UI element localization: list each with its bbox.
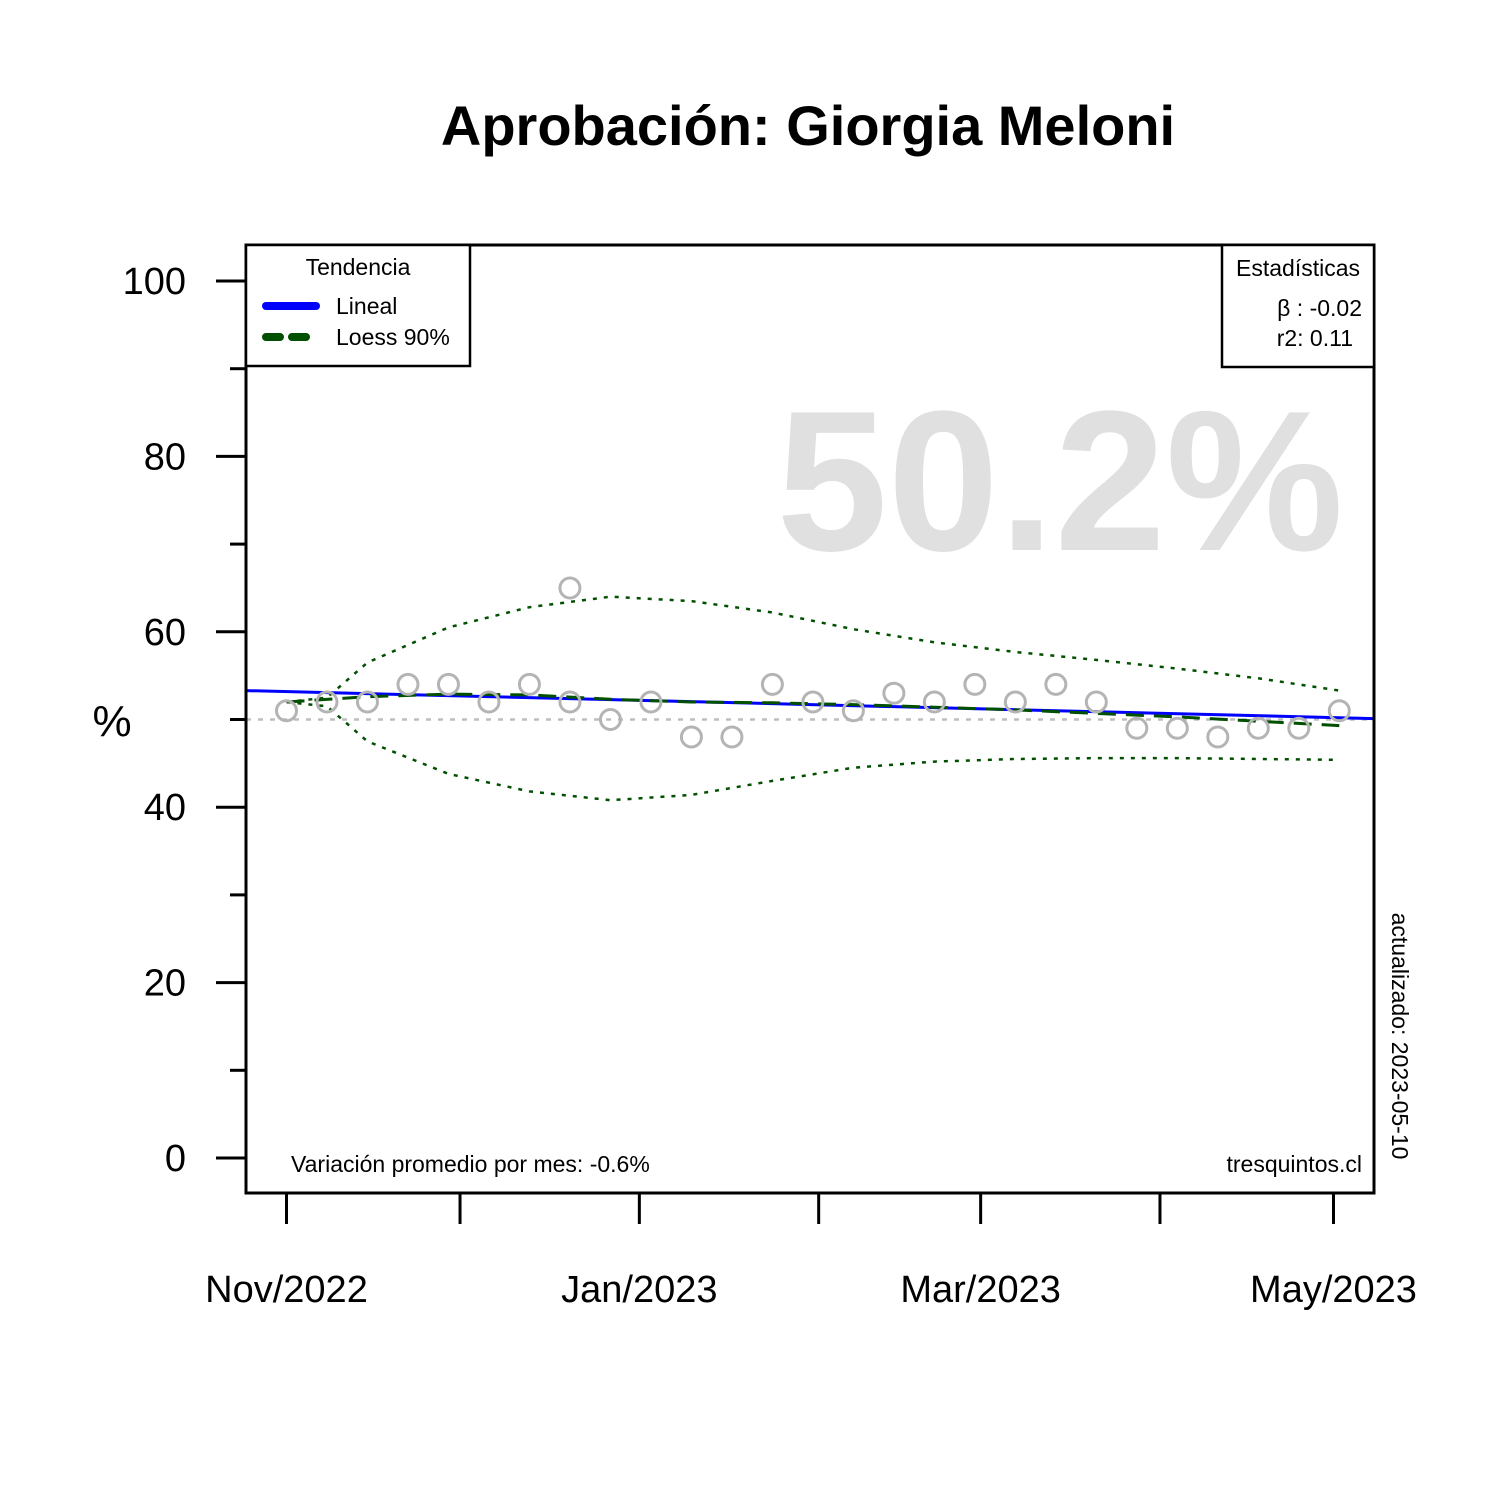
legend-title: Tendencia <box>306 254 411 280</box>
data-point-19 <box>1003 690 1027 714</box>
stats-beta: β : -0.02 <box>1277 295 1362 321</box>
y-tick-label-60: 60 <box>144 612 186 654</box>
points-layer <box>274 576 1351 749</box>
y-tick-label-80: 80 <box>144 436 186 478</box>
loess-band-layer <box>286 595 1340 802</box>
data-point-9 <box>598 708 622 731</box>
x-axis: Nov/2022 Jan/2023 Mar/2023 May/2023 <box>205 1193 1417 1311</box>
data-point-17 <box>922 690 946 714</box>
legend-label-loess: Loess 90% <box>336 324 450 350</box>
footer-variation: Variación promedio por mes: -0.6% <box>291 1151 650 1177</box>
data-point-4 <box>436 672 460 696</box>
y-tick-label-0: 0 <box>165 1138 186 1180</box>
data-point-0 <box>274 699 298 723</box>
y-tick-label-40: 40 <box>144 787 186 829</box>
data-point-20 <box>1044 672 1068 696</box>
loess-line <box>286 692 1340 728</box>
data-point-18 <box>963 672 987 696</box>
y-tick-label-20: 20 <box>144 963 186 1005</box>
x-tick-label-2: Mar/2023 <box>900 1269 1061 1311</box>
data-point-12 <box>720 725 744 749</box>
data-point-25 <box>1246 716 1270 740</box>
updated-label: actualizado: 2023-05-10 <box>1387 913 1413 1160</box>
stats-title: Estadísticas <box>1236 255 1360 281</box>
data-point-11 <box>679 725 703 749</box>
footer-source: tresquintos.cl <box>1226 1151 1362 1177</box>
x-tick-label-3: May/2023 <box>1250 1269 1417 1311</box>
data-point-13 <box>760 672 784 696</box>
stats-box-frame <box>1220 243 1376 369</box>
data-point-22 <box>1125 716 1149 740</box>
data-point-3 <box>396 672 420 696</box>
data-point-27 <box>1327 699 1351 723</box>
y-tick-label-100: 100 <box>123 261 186 303</box>
legend-label-lineal: Lineal <box>336 293 397 319</box>
x-tick-label-0: Nov/2022 <box>205 1269 368 1311</box>
y-axis: 0 20 40 60 80 100 <box>123 261 246 1180</box>
y-axis-label: % <box>92 697 131 746</box>
trend-layer <box>245 689 1375 728</box>
big-value: 50.2% <box>776 370 1343 593</box>
data-point-21 <box>1084 690 1108 714</box>
loess-lower-band <box>286 700 1340 802</box>
legend: Tendencia Lineal Loess 90% <box>244 243 472 368</box>
data-point-16 <box>882 681 906 705</box>
data-point-7 <box>558 576 582 600</box>
data-point-24 <box>1206 725 1230 749</box>
data-point-8 <box>558 690 582 714</box>
chart-title: Aprobación: Giorgia Meloni <box>441 94 1175 157</box>
data-point-26 <box>1287 716 1311 740</box>
data-point-14 <box>801 690 825 714</box>
stats-r2: r2: 0.11 <box>1277 325 1353 351</box>
data-point-6 <box>517 672 541 696</box>
data-point-23 <box>1165 716 1189 740</box>
loess-upper-band <box>286 595 1340 704</box>
data-point-2 <box>355 690 379 714</box>
data-point-1 <box>315 690 339 714</box>
data-point-15 <box>841 699 865 723</box>
data-point-5 <box>477 690 501 714</box>
stats-box: Estadísticas β : -0.02 r2: 0.11 <box>1220 243 1376 369</box>
data-point-10 <box>639 690 663 714</box>
x-tick-label-1: Jan/2023 <box>561 1269 717 1311</box>
